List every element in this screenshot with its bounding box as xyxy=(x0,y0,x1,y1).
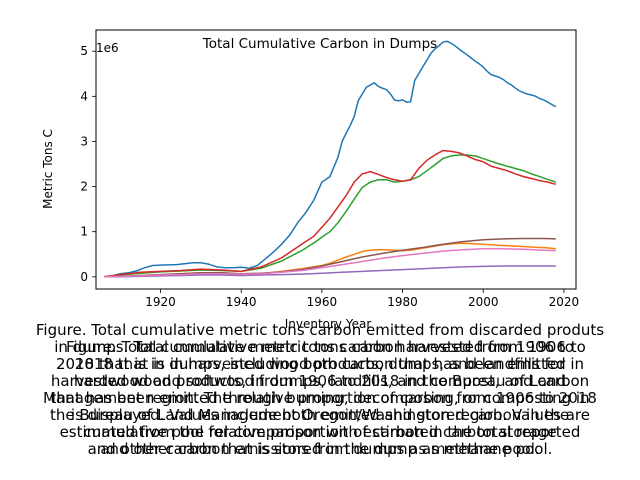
series-line-7 xyxy=(104,248,556,278)
y-tick-label: 4 xyxy=(80,89,88,103)
y-axis: 0 1 2 3 4 5 xyxy=(80,44,96,284)
x-tick-label: 1940 xyxy=(226,295,257,309)
y-tick-label: 5 xyxy=(80,44,88,58)
x-tick-label: 1920 xyxy=(145,295,176,309)
x-tick-label: 1980 xyxy=(387,295,418,309)
x-tick-label: 1960 xyxy=(307,295,338,309)
x-tick-label: 2020 xyxy=(549,295,580,309)
figure-caption: Figure. Total cumulative metric tons car… xyxy=(35,321,605,458)
x-tick-label: 2000 xyxy=(468,295,499,309)
chart-title: Total Cumulative Carbon in Dumps xyxy=(202,36,437,52)
series-line-3 xyxy=(104,154,557,278)
figure-caption-overlap: Figure. Total cumulative metric tons car… xyxy=(43,338,597,458)
y-tick-label: 2 xyxy=(80,180,88,194)
series-line-1 xyxy=(104,40,557,278)
series-layer xyxy=(103,40,557,278)
plot-frame xyxy=(95,29,577,290)
y-tick-label: 1 xyxy=(80,225,88,239)
plot-area xyxy=(95,29,577,290)
y-axis-label: Metric Tons C xyxy=(41,129,55,209)
y-tick-label: 3 xyxy=(80,134,88,148)
y-tick-label: 0 xyxy=(80,270,88,284)
y-offset-label: 1e6 xyxy=(96,41,119,55)
x-axis-label: Inventory Year xyxy=(285,317,372,331)
series-line-6 xyxy=(104,237,556,278)
series-line-4 xyxy=(103,149,556,278)
x-axis: 1920 1940 1960 1980 2000 2020 xyxy=(145,289,579,309)
series-line-5 xyxy=(104,265,556,278)
